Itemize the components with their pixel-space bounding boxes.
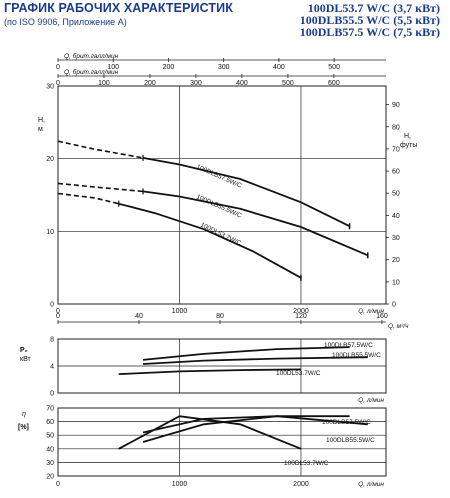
power-y-tick-label: 0	[50, 391, 54, 398]
efficiency-curve-label-1: 100DLB57.5W/C	[322, 419, 371, 426]
power-curve-label-3: 100DL53.7W/C	[276, 370, 321, 377]
top-scale-tick-label: 100	[107, 64, 119, 71]
feet-tick-label: 60	[392, 169, 400, 176]
m3h-tick-label: 0	[56, 313, 60, 320]
power-y-axis-unit: кВт	[20, 356, 31, 363]
feet-axis-label: H,	[404, 133, 411, 140]
head-curve-3	[118, 202, 302, 279]
feet-tick-label: 50	[392, 191, 400, 198]
feet-tick-label: 30	[392, 235, 400, 242]
efficiency-y-tick-label: 60	[46, 419, 54, 426]
power-curve-label-1: 100DLB57.5W/C	[324, 342, 373, 349]
efficiency-x-tick-label: 0	[56, 481, 60, 488]
efficiency-x-tick-label: 1000	[172, 481, 188, 488]
top-scale-tick-label: 100	[98, 80, 110, 87]
power-x-axis-label: Q, л/мин	[358, 397, 384, 404]
power-curve-label-2: 100DLB55.5W/C	[332, 352, 381, 359]
efficiency-y-tick-label: 50	[46, 433, 54, 440]
m3h-tick-label: 40	[135, 313, 143, 320]
top-scale-tick-label: 500	[282, 80, 294, 87]
model-label-3: 100DLB57.5 W/C (7,5 кВт)	[299, 25, 440, 39]
model-label-1: 100DL53.7 W/C (3,7 кВт)	[307, 1, 440, 15]
head-curve-2-dashed	[57, 182, 144, 193]
top-scale-tick-label: 400	[273, 64, 285, 71]
feet-tick-label: 20	[392, 257, 400, 264]
top-scale-label-1: Q, брит.галл/мин	[64, 52, 119, 60]
power-y-tick-label: 8	[50, 337, 54, 344]
feet-tick-label: 80	[392, 124, 400, 131]
efficiency-y-tick-label: 70	[46, 406, 54, 413]
head-curve-label-3: 100DL53.7W/C	[199, 222, 242, 248]
model-label-2: 100DLB55.5 W/C (5,5 кВт)	[299, 13, 440, 27]
head-curve-label-1: 100DLB57.5W/C	[195, 163, 243, 189]
feet-tick-label: 40	[392, 213, 400, 220]
efficiency-curve-label-2: 100DLB55.5W/C	[326, 437, 375, 444]
head-y-tick-label: 30	[46, 84, 54, 91]
efficiency-y-tick-label: 30	[46, 460, 54, 467]
top-scale-tick-label: 300	[190, 80, 202, 87]
efficiency-x-tick-label: 2000	[293, 481, 309, 488]
feet-tick-label: 90	[392, 102, 400, 109]
feet-axis-unit: футы	[400, 142, 417, 149]
head-curve-3-dashed	[57, 192, 119, 205]
head-curve-label-2: 100DLB55.5W/C	[195, 193, 243, 219]
head-curve-1-dashed	[57, 140, 144, 159]
efficiency-x-axis-label: Q, л/мин	[358, 481, 384, 488]
m3h-axis-label: Q, м³/ч	[388, 323, 409, 330]
feet-tick-label: 0	[392, 302, 396, 309]
efficiency-curve-label-3: 100DL53.7W/C	[284, 460, 329, 467]
head-y-tick-label: 20	[46, 156, 54, 163]
m3h-tick-label: 80	[216, 313, 224, 320]
head-y-axis-label: H,	[38, 117, 45, 124]
top-scale-tick-label: 0	[56, 64, 60, 71]
top-scale-tick-label: 200	[144, 80, 156, 87]
head-y-tick-label: 0	[50, 302, 54, 309]
m3h-tick-label: 120	[295, 313, 307, 320]
top-scale-tick-label: 500	[328, 64, 340, 71]
feet-tick-label: 70	[392, 146, 400, 153]
power-curve-2	[142, 356, 368, 365]
top-scale-tick-label: 600	[328, 80, 340, 87]
power-y-axis-label: P₂	[20, 347, 28, 354]
top-scale-tick-label: 300	[218, 64, 230, 71]
chart-title: ГРАФИК РАБОЧИХ ХАРАКТЕРИСТИК	[4, 1, 233, 15]
top-scale-label-2: Q, брит.галл/мин	[64, 68, 119, 76]
feet-tick-label: 10	[392, 279, 400, 286]
head-x-tick-label: 2000	[293, 308, 309, 315]
head-y-axis-unit: м	[38, 126, 43, 133]
m3h-tick-label: 160	[376, 313, 388, 320]
head-x-tick-label: 0	[56, 308, 60, 315]
chart-subtitle: (по ISO 9906, Приложение А)	[4, 17, 127, 27]
top-scale-tick-label: 400	[236, 80, 248, 87]
efficiency-y-tick-label: 20	[46, 474, 54, 481]
power-curve-3	[118, 368, 302, 375]
head-x-tick-label: 1000	[172, 308, 188, 315]
head-x-axis-label: Q, л/мин	[358, 308, 384, 315]
efficiency-curve-1	[142, 415, 350, 443]
efficiency-y-tick-label: 40	[46, 446, 54, 453]
efficiency-curve-3	[118, 415, 302, 450]
power-curve-1	[142, 346, 350, 361]
efficiency-plot-frame	[57, 407, 387, 477]
head-curve-1	[142, 157, 350, 228]
top-scale-tick-label: 0	[56, 80, 60, 87]
head-curve-2	[142, 190, 369, 257]
efficiency-y-axis-label: η	[22, 411, 26, 418]
power-y-tick-label: 4	[50, 364, 54, 371]
head-y-tick-label: 10	[46, 229, 54, 236]
top-scale-tick-label: 200	[163, 64, 175, 71]
efficiency-y-axis-unit: [%]	[18, 424, 29, 431]
head-plot-frame	[57, 85, 387, 305]
efficiency-curve-2	[142, 415, 368, 434]
